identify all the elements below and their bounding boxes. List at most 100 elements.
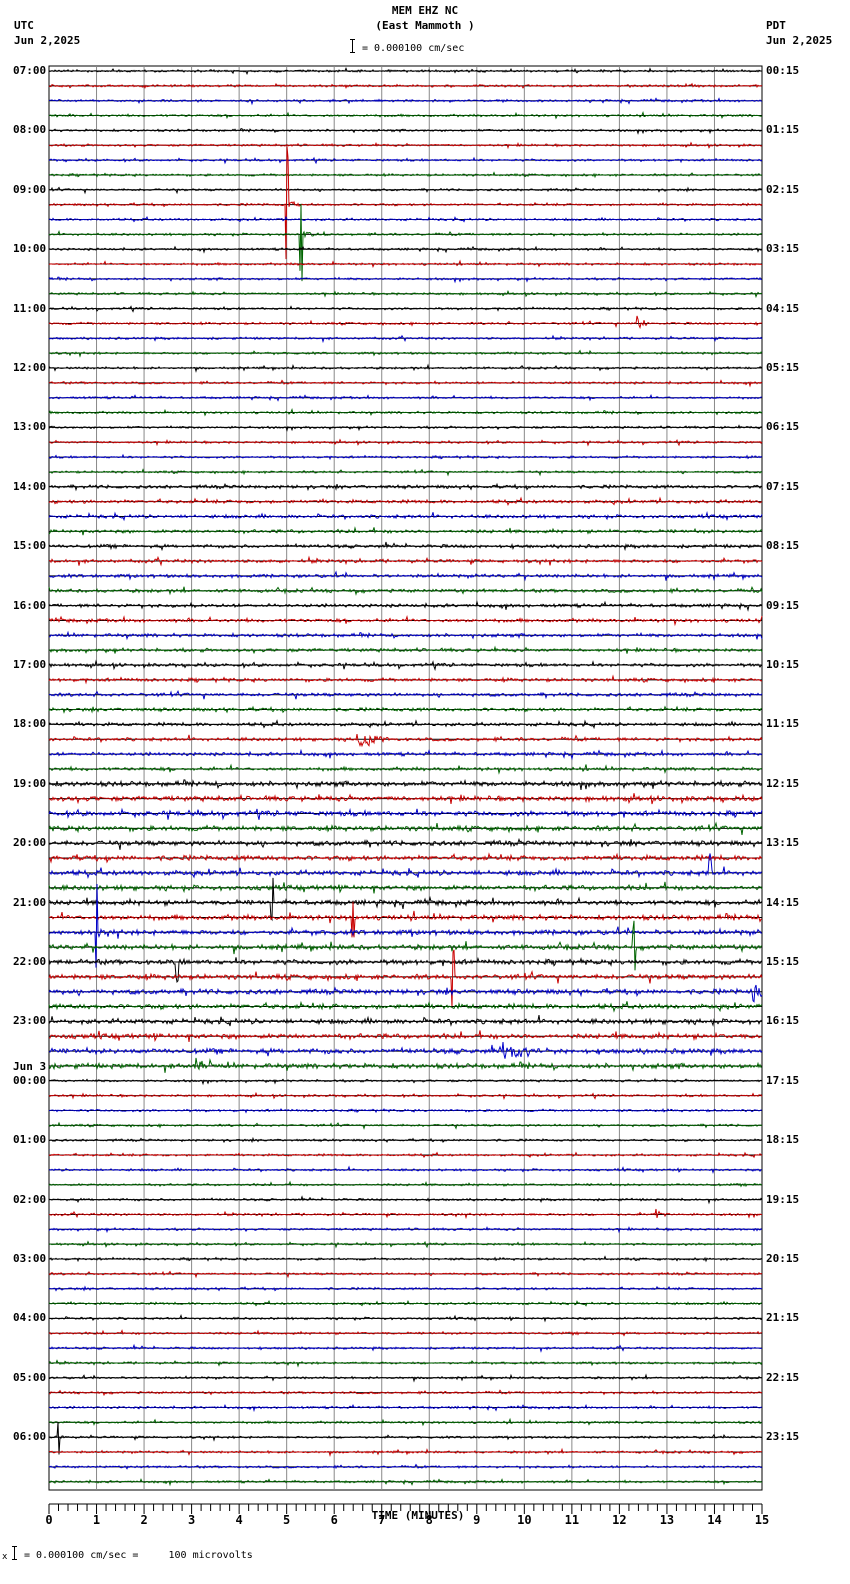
pdt-time-label: 16:15 — [766, 1014, 800, 1028]
seismic-trace — [48, 853, 763, 880]
pdt-time-label: 20:15 — [766, 1252, 800, 1265]
seismic-trace — [48, 1373, 763, 1383]
seismic-trace — [48, 1447, 762, 1457]
seismic-trace — [48, 1285, 763, 1292]
seismic-trace — [48, 586, 763, 596]
seismic-trace — [48, 1240, 763, 1249]
utc-time-label: 20:00 — [13, 836, 47, 850]
seismic-trace — [48, 110, 763, 120]
seismic-trace — [48, 1195, 763, 1205]
seismic-trace — [48, 837, 763, 850]
seismic-trace — [48, 1030, 763, 1043]
seismic-trace — [48, 259, 762, 268]
footer-prefix: x — [2, 1552, 8, 1562]
seismic-trace — [48, 334, 763, 344]
seismic-trace — [48, 276, 763, 284]
seismic-trace — [48, 778, 763, 790]
utc-time-label: 04:00 — [13, 1311, 47, 1325]
utc-time-label: 22:00 — [13, 955, 47, 968]
seismic-trace — [48, 510, 763, 522]
plot-frame — [48, 65, 763, 1491]
seismic-trace — [48, 82, 763, 89]
seismic-trace — [48, 748, 763, 761]
seismic-trace — [48, 526, 763, 536]
seismic-trace — [49, 482, 763, 492]
x-tick-label: 12 — [612, 1513, 626, 1527]
seismic-trace — [48, 1121, 763, 1130]
seismic-trace — [48, 1270, 763, 1279]
seismic-trace — [48, 541, 763, 552]
pdt-time-label: 01:15 — [766, 123, 800, 137]
pdt-time-label: 18:15 — [766, 1133, 800, 1147]
seismic-trace — [48, 1421, 763, 1455]
seismic-trace — [48, 245, 763, 254]
x-tick-label: 13 — [660, 1513, 674, 1527]
pdt-time-label: 15:15 — [766, 955, 800, 968]
seismic-trace — [48, 852, 763, 864]
footer-scale-text: = 0.000100 cm/sec = 100 microvolts — [24, 1550, 253, 1561]
x-tick-label: 14 — [707, 1513, 721, 1527]
x-tick-label: 8 — [426, 1513, 433, 1527]
seismic-trace — [48, 984, 763, 1003]
pdt-time-label: 10:15 — [766, 658, 800, 671]
utc-time-label: 15:00 — [13, 539, 47, 553]
seismic-trace — [48, 379, 763, 388]
seismic-trace — [48, 1057, 763, 1073]
left-date: Jun 2,2025 — [14, 34, 81, 47]
utc-time-label: 02:00 — [13, 1192, 47, 1206]
utc-time-label: 00:00 — [13, 1073, 47, 1087]
pdt-time-label: 08:15 — [766, 539, 800, 553]
x-tick-label: 4 — [236, 1513, 243, 1527]
pdt-time-label: 13:15 — [766, 836, 800, 850]
seismic-trace — [48, 97, 763, 106]
x-tick-label: 1 — [93, 1513, 100, 1527]
seismic-trace — [48, 156, 763, 165]
seismic-trace — [48, 1077, 763, 1086]
seismic-trace — [48, 1417, 763, 1427]
seismic-trace — [48, 1151, 763, 1159]
x-tick-label: 15 — [755, 1513, 769, 1527]
seismic-trace — [48, 496, 763, 506]
x-tick-label: 2 — [140, 1513, 147, 1527]
pdt-time-label: 05:15 — [766, 361, 800, 374]
pdt-time-label: 04:15 — [766, 301, 800, 315]
seismic-trace — [48, 877, 763, 922]
seismic-trace — [48, 1180, 763, 1188]
seismic-trace — [48, 674, 763, 685]
seismic-trace — [48, 920, 763, 971]
utc-time-label: 14:00 — [13, 479, 47, 493]
seismic-trace — [48, 645, 763, 655]
seismic-trace — [49, 171, 763, 179]
utc-time-label: 23:00 — [13, 1014, 47, 1028]
seismic-trace — [48, 614, 763, 627]
utc-time-label: 11:00 — [13, 301, 47, 315]
header-location: (East Mammoth ) — [375, 19, 475, 32]
utc-time-label: 05:00 — [13, 1370, 47, 1384]
pdt-time-label: 07:15 — [766, 479, 800, 493]
utc-time-label: 03:00 — [13, 1252, 47, 1265]
seismic-trace — [48, 1000, 763, 1013]
seismic-trace — [48, 793, 763, 805]
right-date: Jun 2,2025 — [766, 34, 833, 47]
seismic-trace — [48, 1343, 762, 1353]
date-change-label: Jun 3 — [13, 1059, 47, 1073]
seismic-trace — [48, 407, 763, 417]
seismic-trace — [48, 363, 763, 373]
x-tick-label: 6 — [331, 1513, 338, 1527]
scale-bar-icon — [350, 39, 358, 53]
seismic-trace — [48, 600, 763, 612]
seismic-trace — [48, 141, 763, 150]
utc-time-label: 18:00 — [13, 717, 47, 731]
seismic-trace — [48, 203, 763, 282]
seismic-trace — [48, 956, 763, 983]
seismic-trace — [48, 659, 763, 672]
seismic-trace — [48, 1329, 762, 1337]
pdt-time-label: 12:15 — [766, 776, 800, 790]
seismic-trace — [48, 1226, 763, 1234]
x-tick-label: 9 — [473, 1513, 480, 1527]
x-tick-label: 0 — [45, 1513, 52, 1527]
x-tick-label: 5 — [283, 1513, 290, 1527]
seismic-trace — [48, 949, 763, 1009]
seismic-trace — [48, 1091, 763, 1101]
seismic-trace — [49, 1389, 763, 1397]
